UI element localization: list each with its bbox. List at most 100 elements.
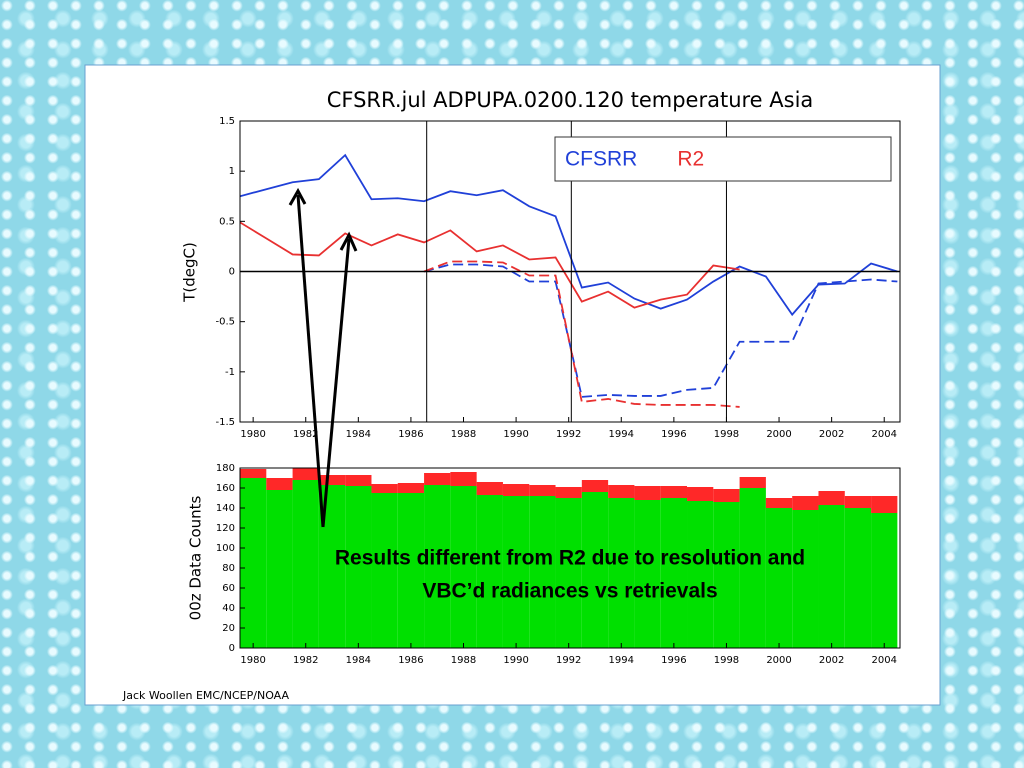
x-tick-label: 1988	[451, 429, 476, 440]
y-tick-label: -1	[225, 367, 235, 378]
bar-segment	[292, 480, 319, 648]
bar-segment	[397, 493, 425, 648]
bar-segment	[424, 473, 451, 485]
x-tick-label: 1992	[556, 655, 581, 666]
y-tick-label: 100	[216, 543, 235, 554]
bar-segment	[345, 475, 372, 486]
legend: CFSRR R2	[565, 148, 704, 171]
bar-segment	[634, 500, 661, 648]
bar-segment	[502, 484, 530, 496]
bar-segment	[871, 513, 898, 648]
y-tick-label: 80	[222, 563, 235, 574]
x-tick-label: 1998	[714, 429, 739, 440]
bar-segment	[424, 485, 451, 648]
bar-segment	[502, 496, 530, 648]
y-tick-label: 1	[229, 166, 235, 177]
bar-segment	[581, 492, 609, 648]
arrow	[296, 194, 325, 528]
y-axis-label: 00z Data Counts	[187, 495, 205, 620]
x-tick-label: 1988	[451, 655, 476, 666]
bar-segment	[792, 496, 819, 510]
chart-title: CFSRR.jul ADPUPA.0200.120 temperature As…	[327, 88, 814, 112]
x-tick-label: 1994	[609, 655, 634, 666]
bar-segment	[529, 485, 556, 496]
y-tick-label: 40	[222, 603, 235, 614]
bar-segment	[844, 496, 872, 508]
bar-segment	[266, 478, 293, 490]
y-tick-label: 1.5	[219, 116, 235, 127]
plot-area	[240, 468, 898, 648]
x-tick-label: 2004	[871, 429, 896, 440]
y-tick-label: -0.5	[215, 317, 235, 328]
bar-segment	[660, 498, 688, 648]
bar-segment	[318, 475, 346, 485]
y-tick-label: 20	[222, 623, 235, 634]
x-tick-label: 1980	[240, 429, 265, 440]
plot-frame	[239, 120, 901, 423]
bar-segment	[371, 493, 398, 648]
x-tick-label: 1980	[240, 655, 265, 666]
x-tick-label: 1984	[346, 429, 371, 440]
line-series	[240, 153, 898, 317]
annotation: Results different from R2 due to resolut…	[335, 547, 805, 570]
bar-segment	[240, 469, 267, 478]
footer: Jack Woollen EMC/NCEP/NOAA	[122, 689, 289, 702]
x-tick-label: 1998	[714, 655, 739, 666]
x-tick-label: 1990	[503, 655, 528, 666]
arrow-head	[288, 187, 307, 206]
bar-segment	[660, 486, 688, 498]
bar-segment	[713, 502, 740, 648]
bar-segment	[871, 496, 898, 513]
bar-segment	[450, 472, 477, 486]
bar-segment	[555, 487, 582, 498]
bar-segment	[476, 482, 503, 495]
x-tick-label: 2002	[819, 429, 844, 440]
bar-segment	[844, 508, 872, 648]
x-tick-label: 1986	[398, 429, 423, 440]
y-tick-label: 120	[216, 523, 235, 534]
bar-segment	[739, 488, 766, 648]
plots: 1.5 1 0.5 0 -0.5 -1 -1.5 1980 1982 1984 1986 1988 19…	[215, 116, 901, 666]
x-tick-label: 1984	[346, 655, 371, 666]
bar-segment	[371, 484, 398, 493]
bar-segment	[266, 490, 293, 648]
arrow-head	[339, 231, 358, 252]
x-tick-label: 1990	[503, 429, 528, 440]
x-tick-label: 1996	[661, 655, 686, 666]
bar-segment	[345, 486, 372, 648]
y-tick-label: -1.5	[215, 417, 235, 428]
bar-segment	[739, 477, 766, 488]
arrow	[321, 238, 351, 528]
x-tick-label: 1982	[293, 655, 318, 666]
bar-segment	[555, 498, 582, 648]
bar-segment	[713, 489, 740, 502]
bar-segment	[450, 486, 477, 648]
bar-segment	[765, 498, 793, 508]
y-tick-label: 0	[229, 643, 235, 654]
bar-segment	[818, 491, 845, 505]
x-tick-label: 1994	[609, 429, 634, 440]
x-tick-label: 2002	[819, 655, 844, 666]
annotation: VBC’d radiances vs retrievals	[422, 580, 717, 603]
bar-segment	[608, 498, 635, 648]
bar-segment	[581, 480, 609, 492]
bar-segment	[529, 496, 556, 648]
y-axis-label: T(degC)	[181, 242, 199, 303]
bar-segment	[765, 508, 793, 648]
bar-segment	[687, 487, 714, 501]
bar-segment	[397, 483, 425, 493]
line-series	[423, 263, 898, 398]
bar-segment	[608, 485, 635, 498]
x-tick-label: 2004	[871, 655, 896, 666]
bar-segment	[476, 495, 503, 648]
bar-segment	[687, 501, 714, 648]
bar-segment	[818, 505, 845, 648]
x-tick-label: 1996	[661, 429, 686, 440]
x-tick-label: 1982	[293, 429, 318, 440]
x-tick-label: 1986	[398, 655, 423, 666]
bar-segment	[240, 478, 267, 648]
legend-entry: CFSRR	[565, 148, 637, 171]
plot-frame	[239, 467, 901, 649]
x-tick-label: 1992	[556, 429, 581, 440]
